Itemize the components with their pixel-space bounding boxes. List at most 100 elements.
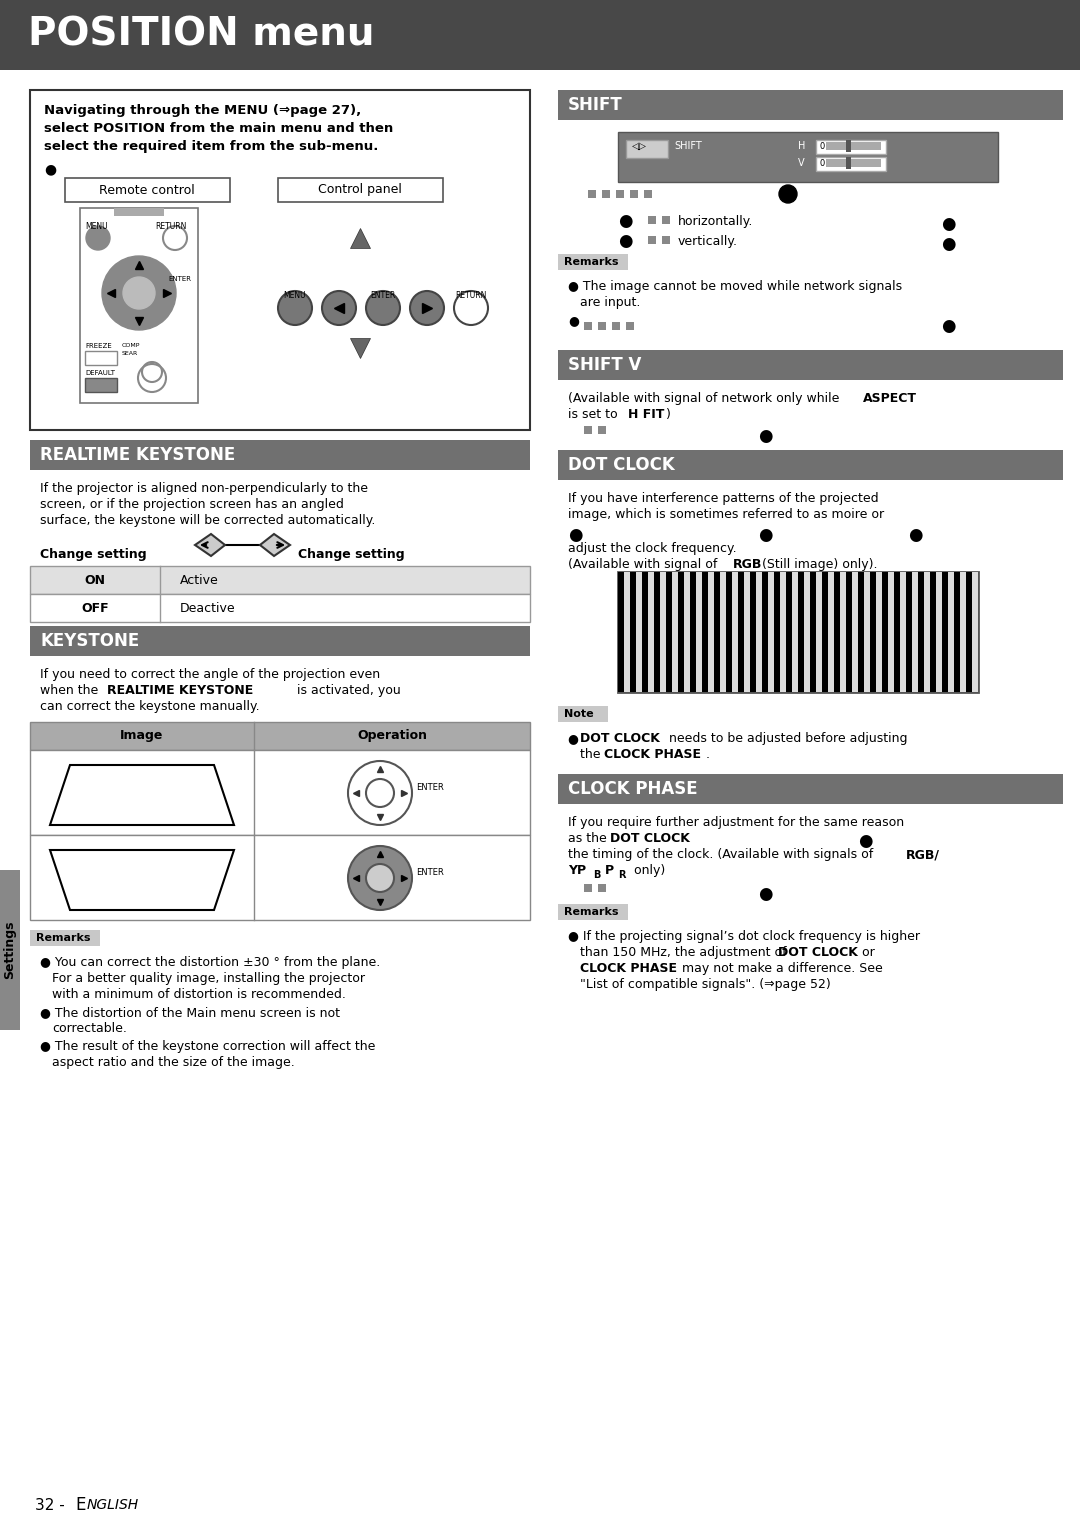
Text: aspect ratio and the size of the image.: aspect ratio and the size of the image. [52,1057,295,1069]
Bar [30,90,530,431]
Text: YP: YP [568,864,586,876]
Text: MENU: MENU [284,292,307,299]
Text: "List of compatible signals". (⇒page 52): "List of compatible signals". (⇒page 52) [580,977,831,991]
Bar [834,573,840,692]
Text: ON: ON [84,574,106,586]
Bar [85,351,117,365]
Text: Deactive: Deactive [180,602,235,614]
Text: only): only) [630,864,665,876]
Bar [584,322,592,330]
Text: can correct the keystone manually.: can correct the keystone manually. [40,699,259,713]
Bar [786,573,792,692]
Text: ENTER: ENTER [168,276,191,282]
Polygon shape [260,534,291,556]
Bar [756,573,762,692]
Bar [80,208,198,403]
Text: surface, the keystone will be corrected automatically.: surface, the keystone will be corrected … [40,515,376,527]
Bar [696,573,702,692]
Text: POSITION menu: POSITION menu [28,15,375,53]
Text: SEAR: SEAR [122,351,138,356]
Circle shape [366,864,394,892]
Bar [966,573,972,692]
Bar [846,157,851,169]
Text: or: or [858,947,875,959]
Bar [598,322,606,330]
Text: ●: ● [44,162,56,176]
Bar [810,573,816,692]
Bar [660,573,666,692]
Bar [654,573,660,692]
Bar [846,573,852,692]
Text: ●: ● [758,886,772,902]
Text: CLOCK PHASE: CLOCK PHASE [604,748,701,760]
Text: horizontally.: horizontally. [678,215,754,228]
Bar [30,626,530,657]
Bar [954,573,960,692]
Text: .: . [706,748,710,760]
Text: ●: ● [568,315,579,327]
Text: Change setting: Change setting [298,548,405,560]
Text: For a better quality image, installing the projector: For a better quality image, installing t… [52,973,365,985]
Bar [636,573,642,692]
Text: ●: ● [568,731,583,745]
Text: MENU: MENU [85,221,108,231]
Bar [85,379,117,392]
Circle shape [278,292,312,325]
Text: R: R [618,870,625,880]
Text: ●: ● [618,212,633,231]
Text: screen, or if the projection screen has an angled: screen, or if the projection screen has … [40,498,343,512]
Bar [870,573,876,692]
Text: Remarks: Remarks [564,907,619,918]
Text: ASPECT: ASPECT [863,392,917,405]
Text: Navigating through the MENU (⇒page 27),: Navigating through the MENU (⇒page 27), [44,104,361,118]
Bar [864,573,870,692]
Bar [602,189,610,199]
Text: Operation: Operation [357,730,427,742]
Bar [626,140,669,157]
Text: Control panel: Control panel [319,183,402,197]
Text: DOT CLOCK: DOT CLOCK [778,947,858,959]
Text: (Available with signal of: (Available with signal of [568,557,721,571]
Bar [792,573,798,692]
Circle shape [454,292,488,325]
Text: image, which is sometimes referred to as moire or: image, which is sometimes referred to as… [568,508,885,521]
Bar [816,157,886,171]
Circle shape [102,257,176,330]
Text: select POSITION from the main menu and then: select POSITION from the main menu and t… [44,122,393,134]
Bar [558,450,1063,479]
Text: vertically.: vertically. [678,235,738,247]
Bar [672,573,678,692]
Text: Change setting: Change setting [40,548,147,560]
Text: CLOCK PHASE: CLOCK PHASE [580,962,677,976]
Bar [114,208,164,215]
Text: Image: Image [120,730,164,742]
Bar [906,573,912,692]
Bar [936,573,942,692]
Text: as the: as the [568,832,611,844]
Text: DOT CLOCK: DOT CLOCK [568,457,675,473]
Text: SHIFT: SHIFT [568,96,623,115]
Text: CLOCK PHASE: CLOCK PHASE [568,780,698,799]
Bar [732,573,738,692]
Text: (Still image) only).: (Still image) only). [758,557,877,571]
Bar [618,131,998,182]
Polygon shape [195,534,225,556]
Bar [714,573,720,692]
Bar [278,179,443,202]
Text: Remote control: Remote control [99,183,194,197]
Text: select the required item from the sub-menu.: select the required item from the sub-me… [44,140,378,153]
Bar [960,573,966,692]
Text: ●: ● [941,235,955,253]
Text: Settings: Settings [3,921,16,979]
Bar [972,573,978,692]
Text: ● The result of the keystone correction will affect the: ● The result of the keystone correction … [40,1040,376,1054]
Bar [846,140,851,153]
Bar [662,215,670,224]
Circle shape [123,276,156,308]
Text: V: V [798,157,805,168]
Bar [588,189,596,199]
Bar [30,722,530,750]
Bar [726,573,732,692]
Text: is set to: is set to [568,408,622,421]
Bar [750,573,756,692]
